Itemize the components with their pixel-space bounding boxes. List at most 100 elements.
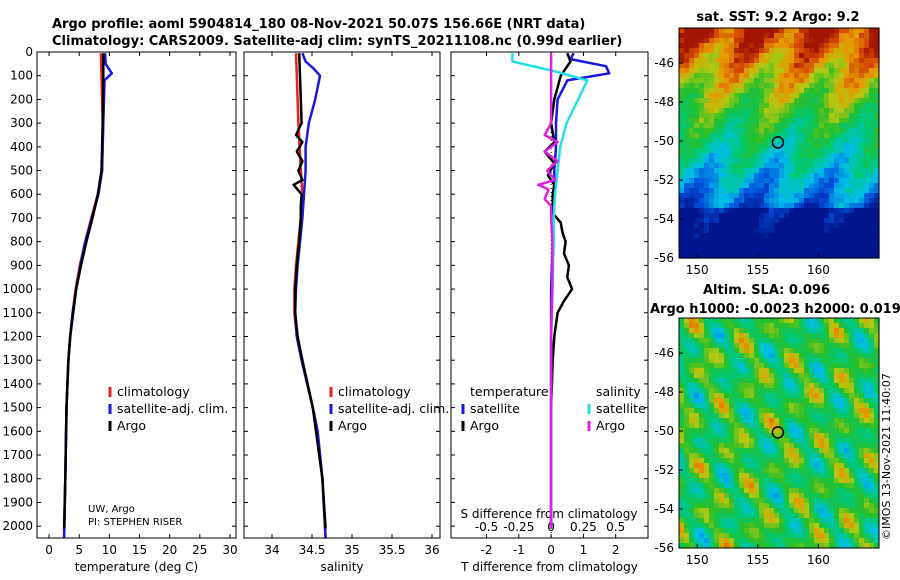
map-cell — [729, 353, 735, 359]
map-cell — [699, 223, 705, 229]
map-cell — [864, 488, 870, 494]
map-cell — [804, 88, 810, 94]
map-cell — [724, 498, 730, 504]
map-cell — [789, 543, 795, 549]
map-cell — [699, 468, 705, 474]
depth-tick-label: 1900 — [2, 495, 33, 509]
map-cell — [779, 343, 785, 349]
map-cell — [734, 353, 740, 359]
map-cell — [789, 503, 795, 509]
map-cell — [794, 348, 800, 354]
map-cell — [789, 528, 795, 534]
map-cell — [779, 488, 785, 494]
map-cell — [709, 478, 715, 484]
map-cell — [844, 388, 850, 394]
map-cell — [769, 453, 775, 459]
map-cell — [699, 503, 705, 509]
map-cell — [684, 63, 690, 69]
map-cell — [729, 458, 735, 464]
map-cell — [844, 488, 850, 494]
map-cell — [724, 183, 730, 189]
map-cell — [769, 253, 775, 259]
map-cell — [864, 368, 870, 374]
map-cell — [859, 383, 865, 389]
map-cell — [789, 523, 795, 529]
map-cell — [714, 253, 720, 259]
map-cell — [749, 473, 755, 479]
map-cell — [759, 468, 765, 474]
map-cell — [739, 433, 745, 439]
map-cell — [759, 53, 765, 59]
map-cell — [739, 358, 745, 364]
map-cell — [844, 318, 850, 324]
map-cell — [859, 378, 865, 384]
map-cell — [804, 233, 810, 239]
map-cell — [714, 218, 720, 224]
map-cell — [689, 248, 695, 254]
map-cell — [769, 363, 775, 369]
map-cell — [749, 543, 755, 549]
map-cell — [679, 388, 685, 394]
map-cell — [819, 103, 825, 109]
map-cell — [759, 503, 765, 509]
map-cell — [809, 373, 815, 379]
map-cell — [804, 468, 810, 474]
map-cell — [829, 453, 835, 459]
map-cell — [684, 38, 690, 44]
map-cell — [874, 113, 880, 119]
map-cell — [864, 523, 870, 529]
map-cell — [734, 488, 740, 494]
map-cell — [864, 478, 870, 484]
map-cell — [714, 408, 720, 414]
map-cell — [789, 143, 795, 149]
map-cell — [679, 218, 685, 224]
map-cell — [854, 103, 860, 109]
map-cell — [689, 513, 695, 519]
map-cell — [834, 148, 840, 154]
map-cell — [714, 383, 720, 389]
map-cell — [724, 163, 730, 169]
map-cell — [729, 383, 735, 389]
map-cell — [839, 203, 845, 209]
map-cell — [859, 533, 865, 539]
map-cell — [694, 493, 700, 499]
map-cell — [779, 438, 785, 444]
map-cell — [724, 533, 730, 539]
map-cell — [824, 173, 830, 179]
map-cell — [734, 183, 740, 189]
map-cell — [819, 318, 825, 324]
map-cell — [709, 188, 715, 194]
map-cell — [844, 473, 850, 479]
map-field — [679, 28, 880, 259]
map-cell — [869, 378, 875, 384]
map-cell — [709, 363, 715, 369]
map-cell — [859, 243, 865, 249]
map-cell — [689, 328, 695, 334]
map-cell — [874, 338, 880, 344]
map-cell — [764, 93, 770, 99]
map-cell — [839, 58, 845, 64]
map-cell — [819, 28, 825, 34]
map-cell — [799, 173, 805, 179]
map-cell — [679, 358, 685, 364]
map-cell — [719, 133, 725, 139]
map-cell — [744, 68, 750, 74]
map-cell — [679, 528, 685, 534]
map-cell — [764, 198, 770, 204]
map-cell — [699, 508, 705, 514]
map-cell — [854, 128, 860, 134]
map-cell — [754, 253, 760, 259]
map-cell — [739, 528, 745, 534]
map-cell — [859, 358, 865, 364]
map-cell — [819, 133, 825, 139]
map-cell — [784, 453, 790, 459]
map-cell — [724, 48, 730, 54]
map-cell — [794, 318, 800, 324]
map-cell — [684, 108, 690, 114]
map-cell — [839, 63, 845, 69]
map-cell — [724, 448, 730, 454]
map-cell — [784, 543, 790, 549]
map-cell — [704, 43, 710, 49]
map-cell — [749, 448, 755, 454]
map-cell — [844, 143, 850, 149]
